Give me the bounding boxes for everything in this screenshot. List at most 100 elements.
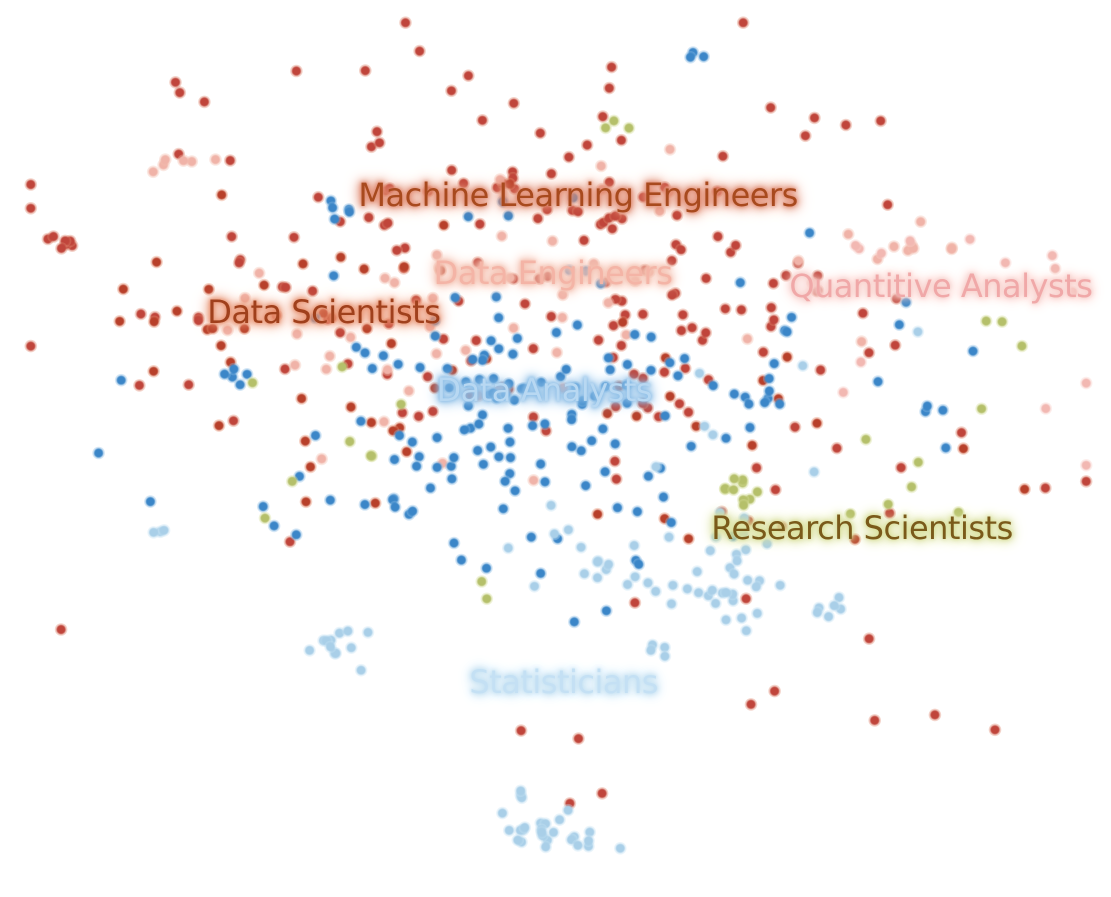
scatter-point-machine-learning-engineers-149 <box>574 207 583 216</box>
scatter-point-machine-learning-engineers-181 <box>930 710 939 719</box>
scatter-point-data-analysts-125 <box>611 439 620 448</box>
scatter-point-data-analysts-43 <box>644 472 653 481</box>
scatter-point-machine-learning-engineers-39 <box>227 232 236 241</box>
scatter-point-statisticians-13 <box>643 578 652 587</box>
scatter-point-data-engineers-8 <box>808 278 817 287</box>
scatter-point-quantitive-analysts-1 <box>1051 264 1060 273</box>
scatter-point-data-analysts-108 <box>379 351 388 360</box>
scatter-point-machine-learning-engineers-185 <box>1041 483 1050 492</box>
scatter-point-data-analysts-124 <box>445 383 454 392</box>
scatter-point-machine-learning-engineers-41 <box>610 457 619 466</box>
scatter-point-data-engineers-27 <box>290 361 299 370</box>
scatter-point-data-analysts-104 <box>494 452 503 461</box>
scatter-point-machine-learning-engineers-184 <box>517 726 526 735</box>
scatter-point-data-engineers-41 <box>179 156 188 165</box>
scatter-point-research-scientists-31 <box>482 594 491 603</box>
scatter-point-quantitive-analysts-7 <box>851 241 860 250</box>
scatter-point-data-analysts-107 <box>687 442 696 451</box>
scatter-point-statisticians-44 <box>743 576 752 585</box>
scatter-point-data-analysts-129 <box>457 555 466 564</box>
scatter-point-machine-learning-engineers-56 <box>135 381 144 390</box>
scatter-point-machine-learning-engineers-104 <box>660 368 669 377</box>
scatter-point-data-analysts-115 <box>433 433 442 442</box>
scatter-point-data-analysts-51 <box>368 364 377 373</box>
scatter-point-machine-learning-engineers-103 <box>667 290 676 299</box>
scatter-point-data-scientists-12 <box>424 187 433 196</box>
scatter-point-statisticians-74 <box>520 823 529 832</box>
scatter-point-data-analysts-148 <box>765 386 774 395</box>
scatter-point-data-analysts-164 <box>805 228 814 237</box>
scatter-point-data-analysts-15 <box>390 455 399 464</box>
scatter-point-data-analysts-37 <box>443 364 452 373</box>
scatter-point-data-scientists-18 <box>362 324 371 333</box>
scatter-point-quantitive-analysts-13 <box>1082 379 1091 388</box>
scatter-point-data-engineers-33 <box>558 290 567 299</box>
scatter-point-data-analysts-75 <box>623 360 632 369</box>
scatter-point-data-analysts-153 <box>744 399 753 408</box>
scatter-point-quantitive-analysts-10 <box>1041 404 1050 413</box>
scatter-point-machine-learning-engineers-177 <box>372 127 381 136</box>
scatter-point-machine-learning-engineers-63 <box>672 211 681 220</box>
scatter-point-statisticians-38 <box>733 556 742 565</box>
scatter-point-data-engineers-15 <box>496 175 505 184</box>
scatter-point-data-analysts-16 <box>647 332 656 341</box>
scatter-point-research-scientists-17 <box>338 362 347 371</box>
scatter-point-research-scientists-29 <box>601 123 610 132</box>
scatter-point-research-scientists-20 <box>345 437 354 446</box>
scatter-point-data-engineers-59 <box>379 417 388 426</box>
scatter-point-statisticians-35 <box>737 613 746 622</box>
scatter-point-statisticians-8 <box>550 529 559 538</box>
series-machine-learning-engineers <box>25 16 1093 809</box>
scatter-point-data-analysts-39 <box>770 359 779 368</box>
scatter-point-machine-learning-engineers-156 <box>731 241 740 250</box>
scatter-point-research-scientists-22 <box>397 400 406 409</box>
scatter-point-machine-learning-engineers-92 <box>536 129 545 138</box>
scatter-point-research-scientists-24 <box>1017 341 1026 350</box>
scatter-point-machine-learning-engineers-5 <box>677 326 686 335</box>
scatter-point-data-engineers-39 <box>645 267 654 276</box>
scatter-point-data-analysts-137 <box>699 52 708 61</box>
scatter-point-data-analysts-122 <box>449 453 458 462</box>
scatter-point-data-analysts-113 <box>729 531 738 540</box>
scatter-point-machine-learning-engineers-179 <box>375 138 384 147</box>
scatter-point-statisticians-80 <box>513 836 522 845</box>
scatter-point-data-scientists-57 <box>666 392 675 401</box>
scatter-point-statisticians-29 <box>740 514 749 523</box>
scatter-point-machine-learning-engineers-176 <box>49 232 58 241</box>
series-data-scientists <box>113 178 1031 546</box>
scatter-point-machine-learning-engineers-130 <box>579 236 588 245</box>
scatter-point-research-scientists-10 <box>846 509 855 518</box>
scatter-point-machine-learning-engineers-129 <box>638 399 647 408</box>
scatter-point-quantitive-analysts-8 <box>1082 461 1091 470</box>
scatter-point-machine-learning-engineers-76 <box>472 336 481 345</box>
scatter-point-data-engineers-12 <box>317 454 326 463</box>
scatter-point-machine-learning-engineers-53 <box>841 120 850 129</box>
scatter-point-statisticians-59 <box>305 646 314 655</box>
scatter-point-machine-learning-engineers-96 <box>272 311 281 320</box>
scatter-point-data-analysts-76 <box>501 477 510 486</box>
scatter-point-statisticians-25 <box>580 569 589 578</box>
scatter-point-statisticians-48 <box>363 628 372 637</box>
scatter-point-data-analysts-53 <box>765 374 774 383</box>
scatter-point-data-scientists-22 <box>439 221 448 230</box>
scatter-point-data-engineers-60 <box>322 365 331 374</box>
scatter-point-statisticians-14 <box>715 508 724 517</box>
scatter-point-data-engineers-54 <box>916 217 925 226</box>
scatter-point-machine-learning-engineers-135 <box>385 184 394 193</box>
scatter-point-machine-learning-engineers-186 <box>598 789 607 798</box>
scatter-point-statisticians-46 <box>708 586 717 595</box>
scatter-point-data-analysts-42 <box>473 446 482 455</box>
scatter-point-data-analysts-101 <box>565 266 574 275</box>
scatter-point-data-engineers-6 <box>325 352 334 361</box>
scatter-point-data-scientists-53 <box>1020 485 1029 494</box>
scatter-point-data-analysts-5 <box>408 437 417 446</box>
scatter-point-machine-learning-engineers-28 <box>767 303 776 312</box>
scatter-point-data-engineers-13 <box>432 250 441 259</box>
scatter-point-quantitive-analysts-6 <box>877 249 886 258</box>
scatter-point-data-scientists-2 <box>115 317 124 326</box>
scatter-point-data-analysts-149 <box>760 398 769 407</box>
scatter-point-data-analysts-161 <box>787 313 796 322</box>
scatter-point-machine-learning-engineers-167 <box>226 156 235 165</box>
scatter-point-machine-learning-engineers-11 <box>771 485 780 494</box>
scatter-point-data-analysts-61 <box>478 356 487 365</box>
